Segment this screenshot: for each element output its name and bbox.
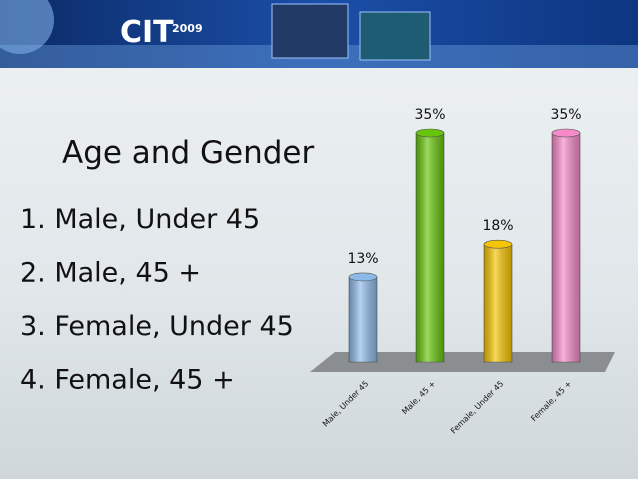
bar-top bbox=[551, 128, 581, 138]
bar-top bbox=[348, 272, 378, 282]
bar-shading bbox=[552, 133, 580, 362]
list-item: 3. Female, Under 45 bbox=[20, 311, 294, 342]
list-item: 4. Female, 45 + bbox=[20, 365, 235, 396]
value-label: 35% bbox=[550, 107, 581, 123]
value-label: 13% bbox=[347, 251, 378, 267]
value-label: 18% bbox=[482, 218, 513, 234]
value-label: 35% bbox=[414, 107, 445, 123]
bar-top bbox=[483, 239, 513, 249]
bar-shading bbox=[416, 133, 444, 362]
logo: CIT bbox=[120, 15, 174, 50]
banner-globe bbox=[0, 0, 54, 54]
banner-photo bbox=[359, 11, 431, 61]
chart-floor bbox=[310, 352, 615, 372]
list-item: 2. Male, 45 + bbox=[20, 258, 201, 289]
banner-photo bbox=[271, 3, 349, 59]
bar-shading bbox=[349, 276, 377, 362]
logo-year: 2009 bbox=[172, 22, 203, 35]
bar-top bbox=[415, 128, 445, 138]
list-item: 1. Male, Under 45 bbox=[20, 204, 260, 235]
chart-title: Age and Gender bbox=[62, 135, 314, 171]
bar-shading bbox=[484, 244, 512, 362]
